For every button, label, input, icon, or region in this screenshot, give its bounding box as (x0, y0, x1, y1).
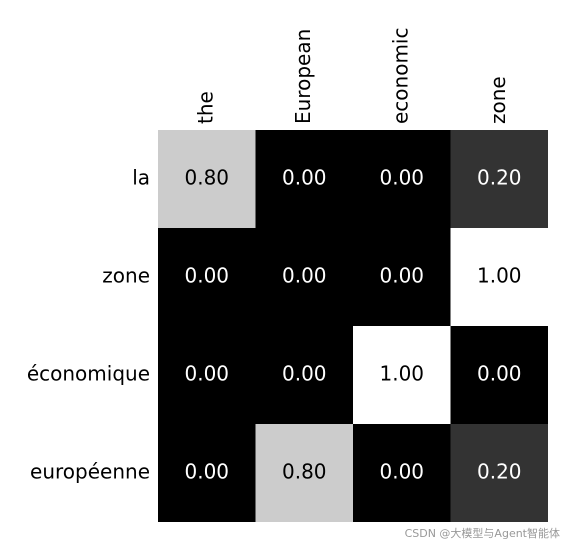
cell-label: 0.00 (184, 362, 229, 386)
heatmap-cell (255, 424, 353, 522)
cell-label: 0.00 (379, 264, 424, 288)
cell-label: 0.00 (184, 460, 229, 484)
heatmap-cell (158, 130, 256, 228)
cell-label: 0.20 (477, 460, 522, 484)
heatmap-cell (353, 326, 451, 424)
heatmap-cell (158, 228, 256, 326)
cell-label: 1.00 (379, 362, 424, 386)
cell-label: 0.00 (477, 362, 522, 386)
x-tick-label: the (193, 91, 217, 124)
heatmap-cell (450, 326, 548, 424)
heatmap-cell (255, 326, 353, 424)
cell-label: 1.00 (477, 264, 522, 288)
cell-label: 0.00 (282, 166, 327, 190)
x-tick-label: economic (388, 28, 412, 124)
cell-label: 0.80 (184, 166, 229, 190)
cell-label: 0.00 (379, 460, 424, 484)
heatmap-cell (450, 228, 548, 326)
y-tick-label: la (132, 166, 150, 190)
cell-label: 0.80 (282, 460, 327, 484)
x-tick-label: European (291, 29, 315, 124)
heatmap-cell (255, 228, 353, 326)
x-tick-label: zone (486, 76, 510, 124)
cell-label: 0.00 (282, 264, 327, 288)
cell-label: 0.00 (379, 166, 424, 190)
y-tick-label: zone (102, 264, 150, 288)
heatmap-cell (353, 130, 451, 228)
watermark: CSDN @大模型与Agent智能体 (405, 526, 560, 540)
heatmap-cell (353, 228, 451, 326)
heatmap-cell (450, 130, 548, 228)
heatmap-cell (353, 424, 451, 522)
cell-label: 0.20 (477, 166, 522, 190)
y-tick-label: économique (27, 362, 150, 386)
heatmap-cell (450, 424, 548, 522)
y-tick-label: européenne (30, 460, 150, 484)
heatmap-cell (255, 130, 353, 228)
heatmap-cell (158, 326, 256, 424)
cell-label: 0.00 (184, 264, 229, 288)
heatmap-cell (158, 424, 256, 522)
cell-label: 0.00 (282, 362, 327, 386)
